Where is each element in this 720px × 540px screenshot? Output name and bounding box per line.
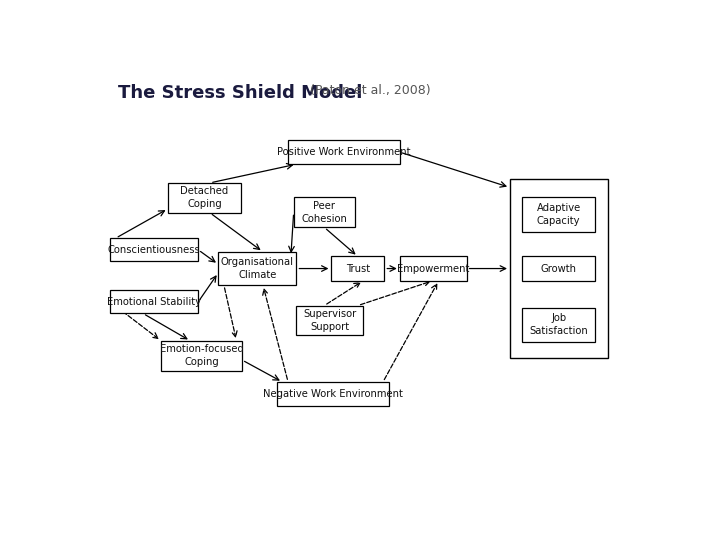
- Text: Empowerment: Empowerment: [397, 264, 469, 274]
- FancyBboxPatch shape: [400, 256, 467, 281]
- Text: Adaptive
Capacity: Adaptive Capacity: [536, 203, 581, 226]
- Text: Emotional Stability: Emotional Stability: [107, 297, 201, 307]
- FancyBboxPatch shape: [288, 140, 400, 164]
- FancyBboxPatch shape: [110, 290, 198, 313]
- FancyBboxPatch shape: [523, 198, 595, 232]
- Text: Growth: Growth: [541, 264, 577, 274]
- Text: Job
Satisfaction: Job Satisfaction: [529, 313, 588, 336]
- FancyBboxPatch shape: [168, 183, 240, 213]
- FancyBboxPatch shape: [294, 198, 355, 227]
- Text: Supervisor
Support: Supervisor Support: [303, 309, 356, 332]
- Text: Trust: Trust: [346, 264, 370, 274]
- FancyBboxPatch shape: [523, 256, 595, 281]
- Text: Organisational
Climate: Organisational Climate: [221, 257, 294, 280]
- FancyBboxPatch shape: [331, 256, 384, 281]
- FancyBboxPatch shape: [277, 382, 389, 406]
- FancyBboxPatch shape: [297, 306, 364, 335]
- Text: (Paton et al., 2008): (Paton et al., 2008): [310, 84, 431, 97]
- Text: Positive Work Environment: Positive Work Environment: [277, 147, 410, 157]
- Text: The Stress Shield Model: The Stress Shield Model: [118, 84, 362, 102]
- Text: Negative Work Environment: Negative Work Environment: [263, 389, 402, 399]
- FancyBboxPatch shape: [161, 341, 242, 371]
- FancyBboxPatch shape: [510, 179, 608, 358]
- Text: Peer
Cohesion: Peer Cohesion: [302, 201, 347, 224]
- Text: Emotion-focused
Coping: Emotion-focused Coping: [160, 345, 243, 367]
- Text: Conscientiousness: Conscientiousness: [108, 245, 201, 255]
- FancyBboxPatch shape: [218, 252, 297, 285]
- FancyBboxPatch shape: [110, 238, 198, 261]
- FancyBboxPatch shape: [523, 308, 595, 342]
- Text: Detached
Coping: Detached Coping: [180, 186, 228, 210]
